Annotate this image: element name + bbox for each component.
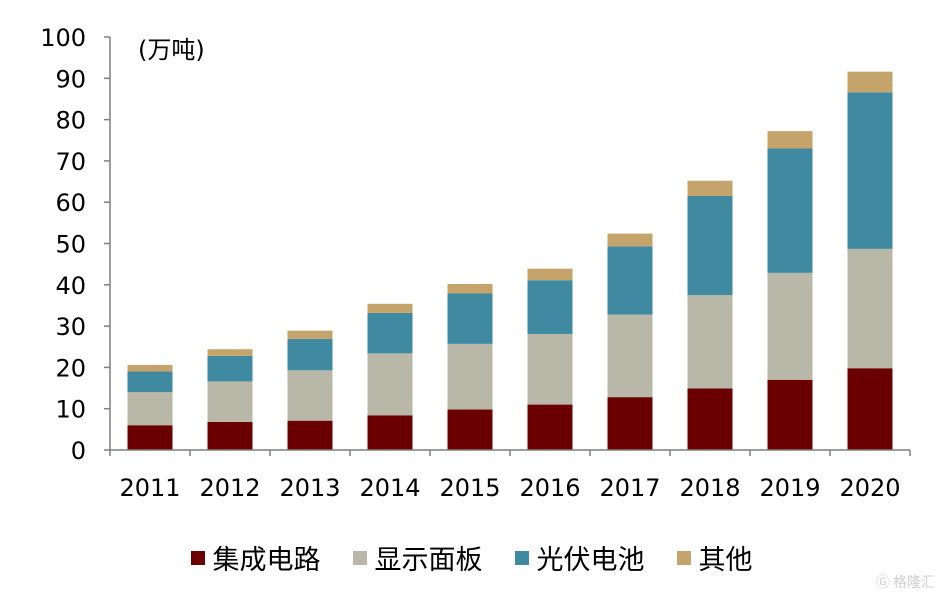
bar-2012-series-2: [207, 355, 253, 382]
legend-label: 光伏电池: [536, 545, 645, 576]
legend-item-1: 显示面板: [352, 538, 483, 577]
bar-2014-series-2: [367, 312, 413, 354]
bar-2015-series-2: [447, 293, 493, 344]
watermark-text: 格隆汇: [893, 575, 935, 591]
x-tick-label-2013: 2013: [279, 474, 340, 502]
gelonghui-logo-icon: Ⓖ: [876, 575, 890, 591]
watermark: Ⓖ 格隆汇: [876, 572, 935, 592]
y-tick-label: 100: [40, 24, 86, 52]
legend-item-3: 其他: [676, 538, 753, 577]
bars-group: [127, 71, 893, 450]
bar-2018-series-0: [687, 388, 733, 450]
x-tick-label-2011: 2011: [119, 474, 180, 502]
legend-swatch: [352, 550, 367, 565]
bar-2018-series-2: [687, 196, 733, 296]
y-tick-label: 40: [55, 272, 86, 300]
bar-2017-series-3: [607, 233, 653, 247]
bar-2013-series-1: [287, 370, 333, 421]
bar-2019-series-0: [767, 379, 813, 450]
bar-2012-series-0: [207, 421, 253, 450]
legend-swatch: [676, 550, 691, 565]
unit-label: (万吨): [138, 36, 205, 64]
bar-2011-series-0: [127, 425, 173, 450]
legend-swatch: [190, 550, 205, 565]
bar-2018-series-3: [687, 180, 733, 197]
bar-2017-series-2: [607, 246, 653, 315]
bar-2019-series-2: [767, 148, 813, 273]
bar-2020-series-1: [847, 248, 893, 369]
bar-2018-series-1: [687, 295, 733, 389]
bar-2017-series-1: [607, 314, 653, 398]
y-tick-label: 80: [55, 107, 86, 135]
stacked-bar-chart: 0 10 20 30 40 50 60 70 80 90 100 2011 2012 2013 2014 20…: [40, 24, 911, 502]
x-tick-label-2014: 2014: [359, 474, 420, 502]
bar-2020-series-0: [847, 368, 893, 450]
bar-2015-series-0: [447, 409, 493, 450]
legend-swatch: [514, 550, 529, 565]
x-tick-label-2018: 2018: [679, 474, 740, 502]
bar-2013-series-3: [287, 330, 333, 339]
bar-2016-series-3: [527, 268, 573, 281]
bar-2013-series-0: [287, 420, 333, 450]
bar-2016-series-1: [527, 333, 573, 405]
y-tick-label: 70: [55, 148, 86, 176]
bar-2011-series-3: [127, 364, 173, 372]
y-tick-label: 90: [55, 65, 86, 93]
y-tick-label: 50: [55, 231, 86, 259]
legend-item-0: 集成电路: [190, 538, 321, 577]
x-tick-label-2020: 2020: [839, 474, 900, 502]
y-tick-label: 0: [71, 437, 86, 465]
bar-2015-series-3: [447, 283, 493, 294]
bar-2014-series-3: [367, 303, 413, 313]
bar-2017-series-0: [607, 397, 653, 450]
bar-2012-series-1: [207, 381, 253, 422]
x-tick-label-2016: 2016: [519, 474, 580, 502]
bar-2013-series-2: [287, 338, 333, 371]
bar-2012-series-3: [207, 349, 253, 356]
x-tick-label-2012: 2012: [199, 474, 260, 502]
x-tick-label-2019: 2019: [759, 474, 820, 502]
bar-2015-series-1: [447, 343, 493, 410]
bar-2011-series-1: [127, 392, 173, 426]
legend-label: 集成电路: [212, 545, 321, 576]
y-tick-label: 60: [55, 189, 86, 217]
bar-2020-series-2: [847, 92, 893, 249]
bar-2020-series-3: [847, 71, 893, 93]
legend-label: 其他: [698, 545, 753, 576]
bar-2011-series-2: [127, 371, 173, 393]
axes-group: 0 10 20 30 40 50 60 70 80 90 100 2011 2012 2013 2014 20…: [40, 24, 911, 502]
bar-2019-series-3: [767, 131, 813, 149]
legend-item-2: 光伏电池: [514, 538, 645, 577]
bar-2016-series-2: [527, 280, 573, 334]
legend-label: 显示面板: [374, 545, 483, 576]
x-tick-label-2015: 2015: [439, 474, 500, 502]
y-tick-label: 10: [55, 396, 86, 424]
x-tick-label-2017: 2017: [599, 474, 660, 502]
bar-2014-series-0: [367, 415, 413, 450]
y-tick-label: 20: [55, 354, 86, 382]
bar-2019-series-1: [767, 272, 813, 380]
legend: 集成电路 显示面板 光伏电池 其他: [0, 538, 943, 577]
y-tick-label: 30: [55, 313, 86, 341]
bar-2014-series-1: [367, 353, 413, 416]
bar-2016-series-0: [527, 404, 573, 450]
